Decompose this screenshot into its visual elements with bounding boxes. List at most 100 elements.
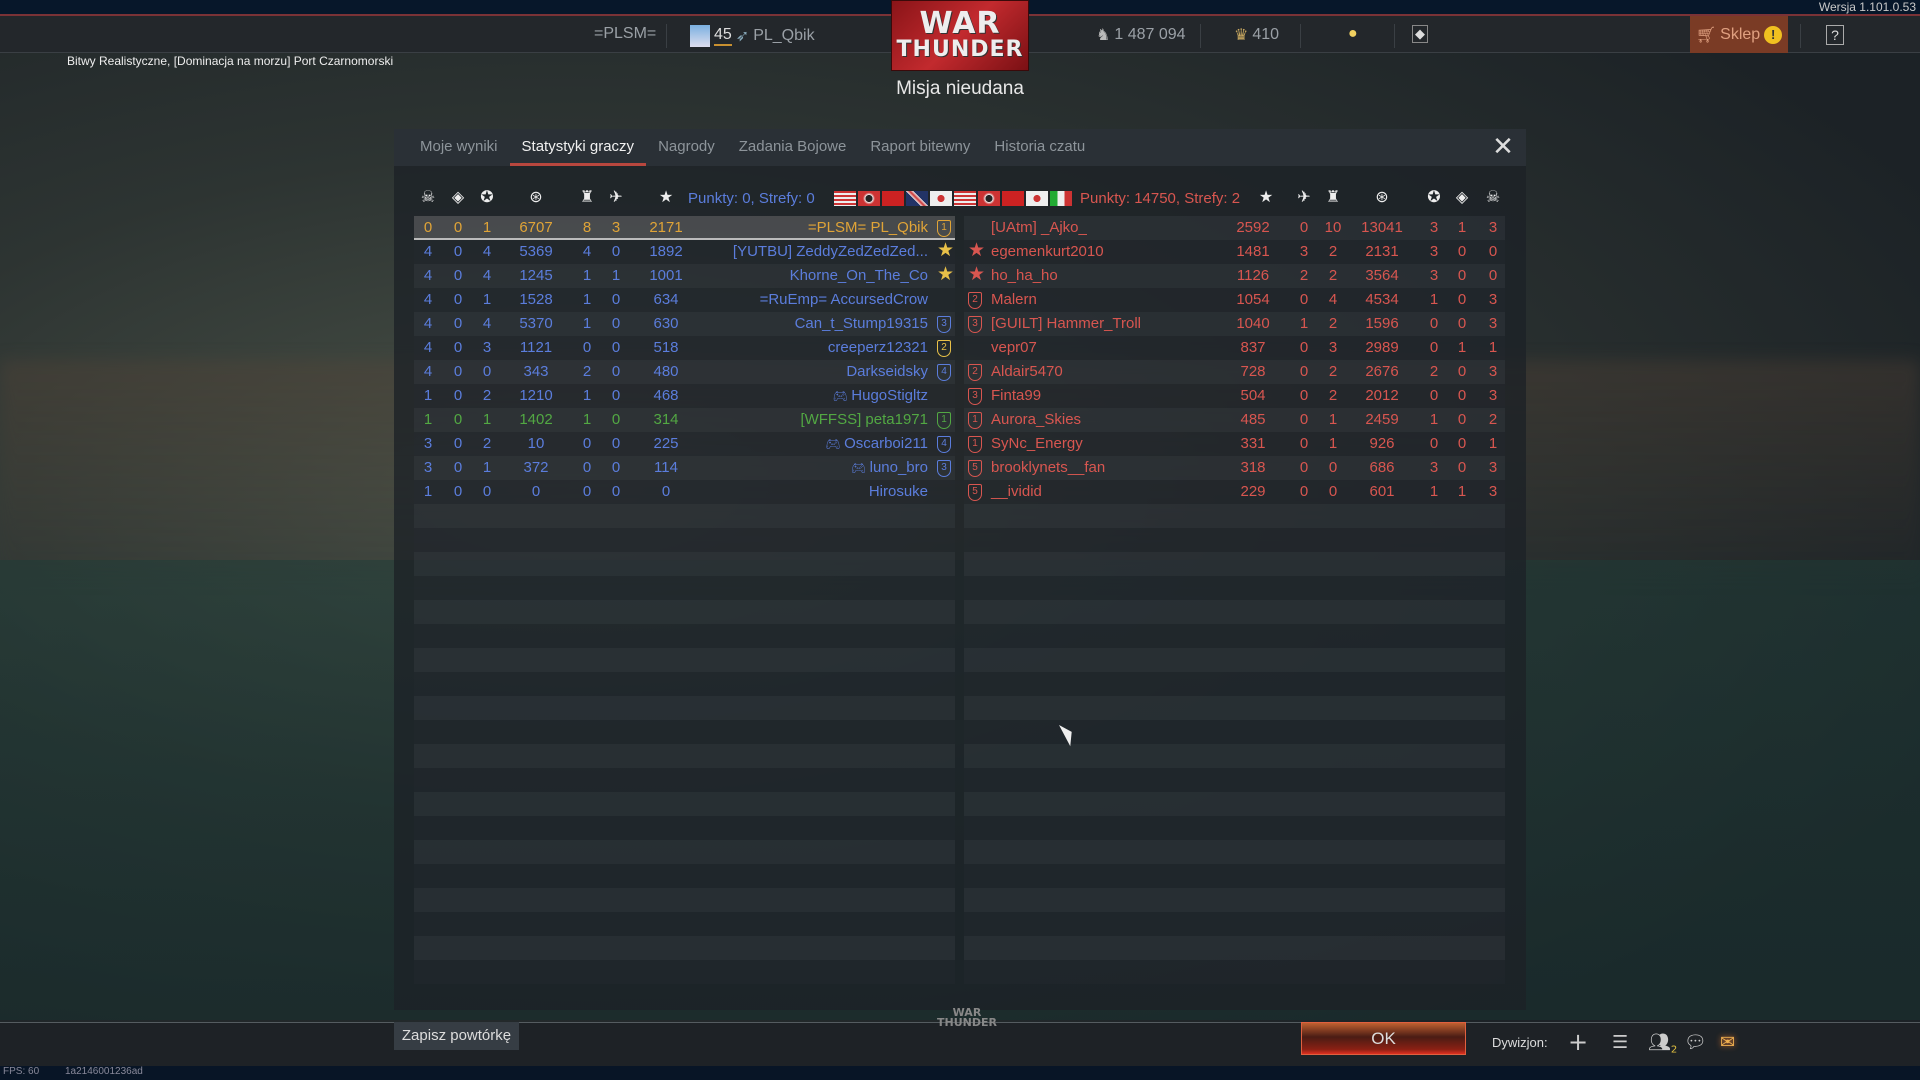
- chat-icon[interactable]: 💬︎: [1684, 1032, 1707, 1053]
- left-team-row[interactable]: 0 0 1 6707 8 3 2171 =PLSM= PL_Qbik 1: [414, 216, 955, 240]
- player-name[interactable]: 🎮︎ HugoStigltz: [833, 384, 928, 408]
- left-team-row[interactable]: [414, 840, 955, 864]
- left-team-row[interactable]: 4 0 3 1121 0 0 518 creeperz12321 2: [414, 336, 955, 360]
- player-name[interactable]: egemenkurt2010: [991, 240, 1104, 264]
- right-team-row[interactable]: [964, 888, 1505, 912]
- left-team-row[interactable]: 4 0 0 343 2 0 480 Darkseidsky 4: [414, 360, 955, 384]
- player-name[interactable]: =RuEmp= AccursedCrow: [760, 288, 928, 312]
- right-team-row[interactable]: [964, 600, 1505, 624]
- diamond-icon[interactable]: ◆: [1412, 25, 1428, 43]
- player-name[interactable]: =PLSM= PL_Qbik: [808, 216, 928, 240]
- left-team-row[interactable]: [414, 864, 955, 888]
- left-team-row[interactable]: 3 0 1 372 0 0 114 🎮︎ luno_bro 3: [414, 456, 955, 480]
- right-team-row[interactable]: 728 0 2 2676 2 0 3 Aldair5470 2: [964, 360, 1505, 384]
- left-team-row[interactable]: [414, 960, 955, 984]
- player-name[interactable]: brooklynets__fan: [991, 456, 1105, 480]
- lightbulb-icon[interactable]: ●: [1348, 25, 1358, 42]
- left-team-row[interactable]: [414, 744, 955, 768]
- left-team-row[interactable]: [414, 768, 955, 792]
- left-team-row[interactable]: [414, 552, 955, 576]
- player-name[interactable]: ho_ha_ho: [991, 264, 1058, 288]
- right-team-row[interactable]: [964, 576, 1505, 600]
- left-team-row[interactable]: 3 0 2 10 0 0 225 🎮︎ Oscarboi211 4: [414, 432, 955, 456]
- left-team-row[interactable]: [414, 600, 955, 624]
- player-name[interactable]: 🎮︎ luno_bro: [851, 456, 928, 480]
- player-profile[interactable]: 45 ➶ PL_Qbik: [690, 25, 815, 47]
- squadron-tag[interactable]: =PLSM=: [594, 25, 657, 42]
- right-team-row[interactable]: [964, 936, 1505, 960]
- player-name[interactable]: Khorne_On_The_Co: [790, 264, 928, 288]
- player-name[interactable]: creeperz12321: [828, 336, 928, 360]
- left-team-row[interactable]: 1 0 0 0 0 0 0 Hirosuke: [414, 480, 955, 504]
- silver-lions[interactable]: ♞ 1 487 094: [1096, 25, 1186, 45]
- player-name[interactable]: vepr07: [991, 336, 1037, 360]
- player-name[interactable]: Finta99: [991, 384, 1041, 408]
- right-team-row[interactable]: 1040 1 2 1596 0 0 3 [GUILT] Hammer_Troll 3: [964, 312, 1505, 336]
- tab-zadania-bojowe[interactable]: Zadania Bojowe: [738, 138, 847, 155]
- right-team-row[interactable]: [964, 744, 1505, 768]
- add-squadron-icon[interactable]: +: [1568, 1028, 1589, 1056]
- left-team-row[interactable]: 4 0 4 5369 4 0 1892 [YUTBU] ZeddyZedZedZed... ★: [414, 240, 955, 264]
- player-name[interactable]: 🎮︎ Oscarboi211: [825, 432, 928, 456]
- left-team-row[interactable]: [414, 504, 955, 528]
- right-team-row[interactable]: [964, 960, 1505, 984]
- player-name[interactable]: Malern: [991, 288, 1037, 312]
- right-team-row[interactable]: [964, 648, 1505, 672]
- tab-historia-czatu[interactable]: Historia czatu: [994, 138, 1086, 155]
- left-team-row[interactable]: [414, 816, 955, 840]
- left-team-row[interactable]: [414, 672, 955, 696]
- right-team-row[interactable]: 504 0 2 2012 0 0 3 Finta99 3: [964, 384, 1505, 408]
- left-team-row[interactable]: [414, 720, 955, 744]
- left-team-row[interactable]: 4 0 4 5370 1 0 630 Can_t_Stump19315 3: [414, 312, 955, 336]
- right-team-row[interactable]: [964, 720, 1505, 744]
- player-name[interactable]: __ividid: [991, 480, 1042, 504]
- player-name[interactable]: Hirosuke: [869, 480, 928, 504]
- right-team-row[interactable]: 485 0 1 2459 1 0 2 Aurora_Skies 1: [964, 408, 1505, 432]
- player-name[interactable]: Darkseidsky: [846, 360, 928, 384]
- player-name[interactable]: [GUILT] Hammer_Troll: [991, 312, 1141, 336]
- right-team-row[interactable]: [964, 696, 1505, 720]
- save-replay-button[interactable]: Zapisz powtórkę: [394, 1022, 519, 1050]
- shop-button[interactable]: 🛒︎ Sklep !: [1690, 16, 1788, 53]
- right-team-row[interactable]: 331 0 1 926 0 0 1 SyNc_Energy 1: [964, 432, 1505, 456]
- contacts-icon[interactable]: 👥︎2: [1648, 1032, 1678, 1056]
- right-team-row[interactable]: [964, 672, 1505, 696]
- left-team-row[interactable]: [414, 648, 955, 672]
- tab-moje-wyniki[interactable]: Moje wyniki: [420, 138, 498, 155]
- right-team-row[interactable]: [964, 504, 1505, 528]
- close-button[interactable]: ✕: [1492, 131, 1514, 161]
- left-team-row[interactable]: [414, 576, 955, 600]
- left-team-row[interactable]: [414, 936, 955, 960]
- left-team-row[interactable]: [414, 696, 955, 720]
- right-team-row[interactable]: [964, 624, 1505, 648]
- right-team-row[interactable]: 837 0 3 2989 0 1 1 vepr07: [964, 336, 1505, 360]
- right-team-row[interactable]: [964, 552, 1505, 576]
- tab-statystyki-graczy[interactable]: Statystyki graczy: [509, 129, 647, 166]
- mail-icon[interactable]: ✉: [1720, 1032, 1736, 1053]
- left-team-row[interactable]: 1 0 2 1210 1 0 468 🎮︎ HugoStigltz: [414, 384, 955, 408]
- right-team-row[interactable]: 1481 3 2 2131 3 0 0 egemenkurt2010 ★: [964, 240, 1505, 264]
- right-team-row[interactable]: 2592 0 10 13041 3 1 3 [UAtm] _Ajko_: [964, 216, 1505, 240]
- player-name[interactable]: [WFFSS] peta1971: [800, 408, 928, 432]
- player-name[interactable]: Aurora_Skies: [991, 408, 1081, 432]
- left-team-row[interactable]: [414, 912, 955, 936]
- right-team-row[interactable]: [964, 816, 1505, 840]
- golden-eagles[interactable]: ♛ 410: [1234, 25, 1279, 45]
- right-team-row[interactable]: 229 0 0 601 1 1 3 __ividid 5: [964, 480, 1505, 504]
- right-team-row[interactable]: 1054 0 4 4534 1 0 3 Malern 2: [964, 288, 1505, 312]
- player-name[interactable]: SyNc_Energy: [991, 432, 1083, 456]
- player-name[interactable]: [YUTBU] ZeddyZedZedZed...: [733, 240, 928, 264]
- right-team-row[interactable]: [964, 840, 1505, 864]
- left-team-row[interactable]: [414, 528, 955, 552]
- right-team-row[interactable]: [964, 912, 1505, 936]
- left-team-row[interactable]: 4 0 1 1528 1 0 634 =RuEmp= AccursedCrow: [414, 288, 955, 312]
- right-team-row[interactable]: [964, 768, 1505, 792]
- right-team-row[interactable]: [964, 864, 1505, 888]
- right-team-row[interactable]: 1126 2 2 3564 3 0 0 ho_ha_ho ★: [964, 264, 1505, 288]
- left-team-row[interactable]: [414, 888, 955, 912]
- left-team-row[interactable]: [414, 624, 955, 648]
- right-team-row[interactable]: [964, 792, 1505, 816]
- player-name[interactable]: Aldair5470: [991, 360, 1063, 384]
- tab-nagrody[interactable]: Nagrody: [658, 138, 715, 155]
- left-team-row[interactable]: [414, 792, 955, 816]
